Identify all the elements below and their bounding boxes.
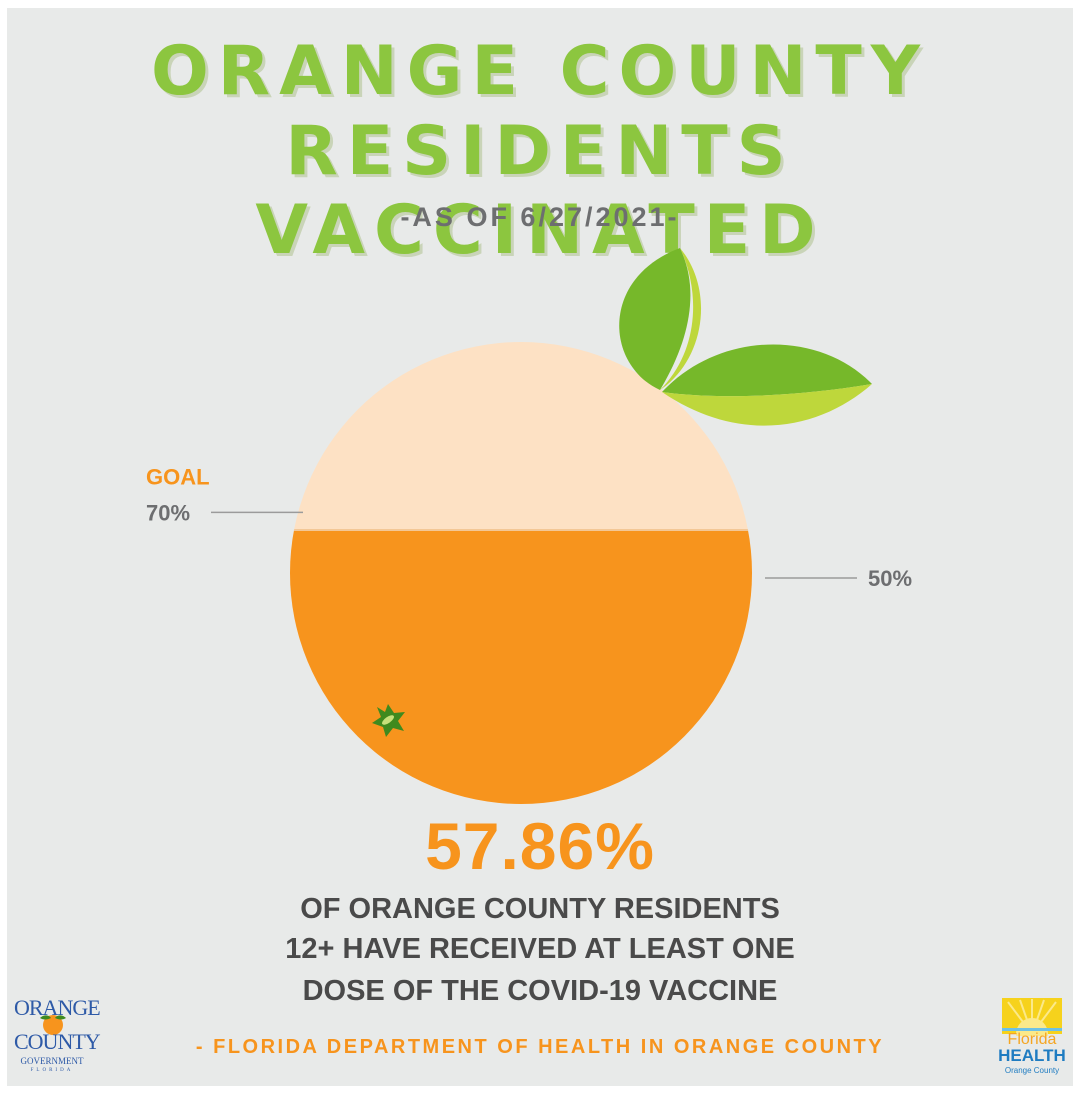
orange-filled-area xyxy=(290,530,752,804)
goal-label: GOAL xyxy=(146,464,210,489)
stat-description-line-2: 12+ HAVE RECEIVED AT LEAST ONE xyxy=(285,933,795,965)
source-credit: - FLORIDA DEPARTMENT OF HEALTH IN ORANGE… xyxy=(195,1036,885,1058)
stat-description-line-1: OF ORANGE COUNTY RESIDENTS xyxy=(300,893,780,925)
florida-health-line-3: Orange County xyxy=(1004,1066,1060,1075)
goal-value-label: 70% xyxy=(146,500,190,525)
as-of-date: -AS OF 6/27/2021- xyxy=(400,202,680,232)
marker-50-label: 50% xyxy=(868,566,912,591)
stat-description-line-3: DOSE OF THE COVID-19 VACCINE xyxy=(302,975,778,1007)
orange-fruit-icon xyxy=(40,1015,66,1035)
oc-logo-line-3: GOVERNMENT xyxy=(20,1056,84,1066)
leaves-icon xyxy=(619,248,872,426)
orange-stem-icon xyxy=(372,704,405,737)
title-line-2: RESIDENTS VACCINATED xyxy=(255,112,825,270)
florida-health-logo: Florida HEALTH Orange County xyxy=(998,996,1066,1078)
vaccinated-percent: 57.86% xyxy=(425,809,655,883)
sunrise-icon xyxy=(1002,998,1062,1036)
orange-county-government-logo: ORANGE COUNTY GOVERNMENT FLORIDA xyxy=(14,995,101,1080)
oc-logo-line-2: COUNTY xyxy=(14,1029,101,1054)
title-line-1: ORANGE COUNTY xyxy=(150,32,930,111)
oc-logo-line-1: ORANGE xyxy=(14,995,101,1020)
florida-health-line-1: Florida xyxy=(1007,1031,1057,1048)
florida-health-line-2: HEALTH xyxy=(998,1046,1066,1065)
oc-logo-line-4: FLORIDA xyxy=(30,1068,74,1073)
